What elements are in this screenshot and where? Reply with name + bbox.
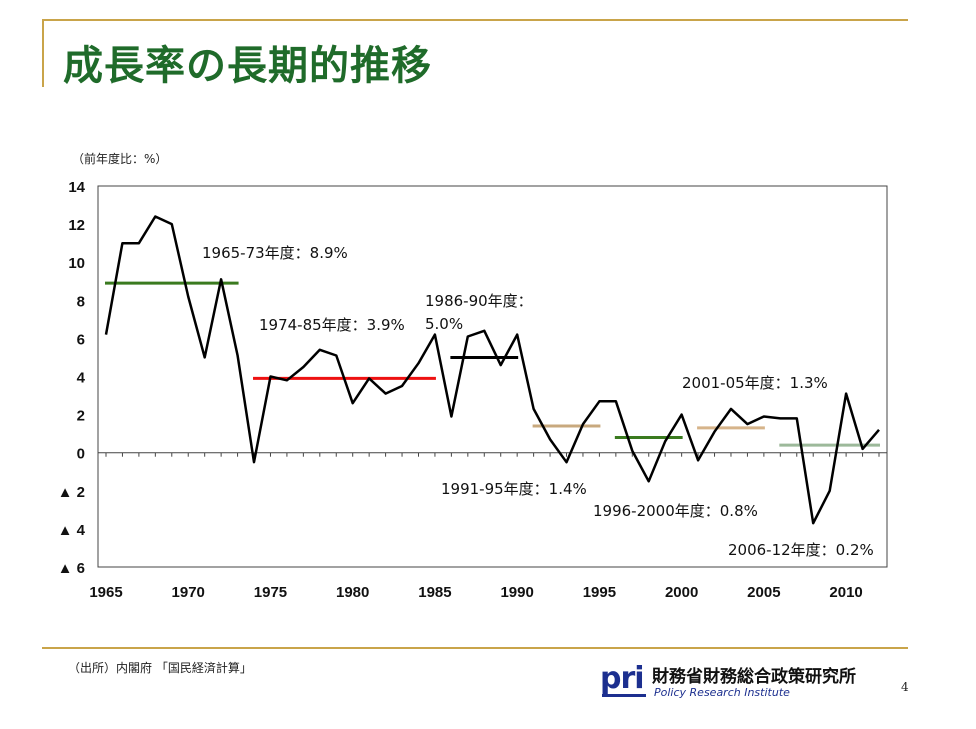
average-label: 1986-90年度： — [425, 292, 533, 310]
bottom-rule — [42, 647, 908, 649]
y-tick-label: 10 — [68, 255, 85, 272]
y-tick-label: 12 — [68, 217, 85, 234]
average-label: 2006-12年度：0.2% — [728, 541, 874, 559]
series-group — [104, 215, 880, 525]
y-tick-label: ▲ 6 — [58, 560, 85, 577]
x-tick-label: 2010 — [829, 584, 862, 601]
x-tick-label: 1990 — [500, 584, 533, 601]
y-tick-label: 0 — [77, 446, 85, 463]
x-tick-label: 1985 — [418, 584, 451, 601]
growth-rate-line — [104, 215, 880, 525]
x-tick-label: 1965 — [89, 584, 122, 601]
source-note: （出所）内閣府 「国民経済計算」 — [68, 661, 252, 675]
average-label: 5.0% — [425, 315, 463, 333]
x-axis: 1965 1970 1975 1980 1985 1990 1995 2000 2005 2010 — [89, 452, 887, 601]
logo-underline — [602, 694, 646, 697]
y-tick-label: 6 — [77, 331, 85, 348]
average-label: 1996-2000年度：0.8% — [593, 502, 758, 520]
top-rule — [42, 19, 908, 21]
logo-mark: pri — [600, 661, 645, 696]
page-number: 4 — [901, 680, 909, 694]
y-axis: 14 12 10 8 6 4 2 0 ▲ 2 ▲ 4 ▲ 6 — [58, 179, 86, 577]
average-labels: 1965-73年度：8.9% 1974-85年度：3.9% 1986-90年度： 5.… — [202, 244, 874, 559]
x-tick-label: 1970 — [172, 584, 205, 601]
plot-area — [97, 185, 888, 568]
pri-logo: pri 財務省財務総合政策研究所 Policy Research Institu… — [600, 660, 900, 700]
y-tick-label: 4 — [77, 370, 86, 387]
y-tick-label: 8 — [77, 293, 85, 310]
average-label: 1965-73年度：8.9% — [202, 244, 348, 262]
average-label: 1991-95年度：1.4% — [441, 480, 587, 498]
logo-name-jp: 財務省財務総合政策研究所 — [652, 667, 856, 687]
unit-label: （前年度比：%） — [72, 151, 167, 166]
y-tick-label: ▲ 4 — [58, 522, 86, 539]
x-tick-label: 1975 — [254, 584, 287, 601]
page-title: 成長率の長期的推移 — [63, 43, 432, 89]
logo-name-en: Policy Research Institute — [654, 686, 790, 699]
x-tick-label: 1995 — [583, 584, 616, 601]
y-tick-label: ▲ 2 — [58, 484, 85, 501]
y-tick-label: 14 — [68, 179, 85, 196]
x-tick-label: 2005 — [747, 584, 780, 601]
y-tick-label: 2 — [77, 408, 85, 425]
x-tick-label: 1980 — [336, 584, 369, 601]
left-rule — [42, 19, 44, 87]
average-label: 2001-05年度：1.3% — [682, 374, 828, 392]
average-label: 1974-85年度：3.9% — [259, 316, 405, 334]
x-tick-label: 2000 — [665, 584, 698, 601]
